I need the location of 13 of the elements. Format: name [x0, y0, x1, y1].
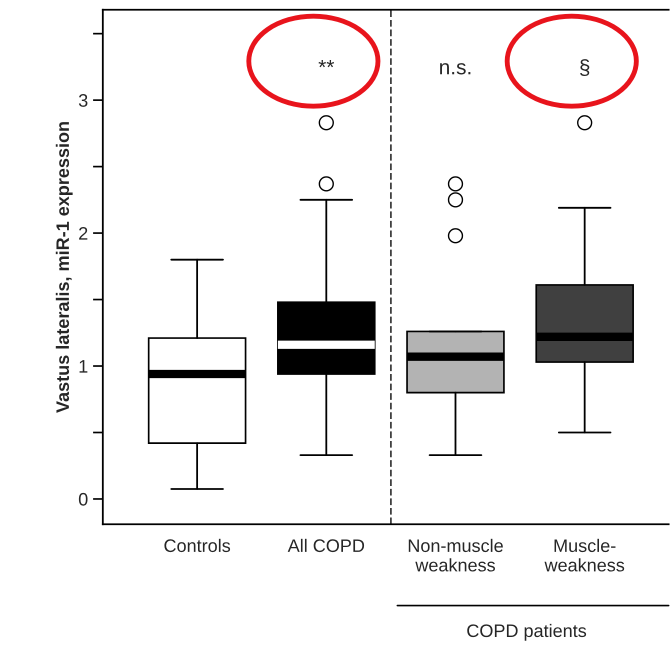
- x-tick-label: Non-muscle weakness: [408, 538, 503, 572]
- annotation: **: [318, 60, 334, 68]
- annotation: §: [580, 59, 590, 76]
- y-tick-label: 2: [79, 227, 88, 240]
- text: COPD patients: [467, 624, 586, 641]
- y-tick-label: 1: [80, 360, 88, 373]
- y-axis-title: Vastus lateralis, miR-1 expression: [56, 122, 73, 413]
- x-tick-label: Controls: [164, 538, 230, 552]
- y-tick-label: 3: [78, 94, 88, 107]
- y-tick-label: 0: [78, 492, 88, 506]
- annotation: n.s.: [440, 63, 470, 74]
- x-tick-label: Muscle- weakness: [544, 538, 624, 572]
- x-tick-label: All COPD: [288, 538, 364, 552]
